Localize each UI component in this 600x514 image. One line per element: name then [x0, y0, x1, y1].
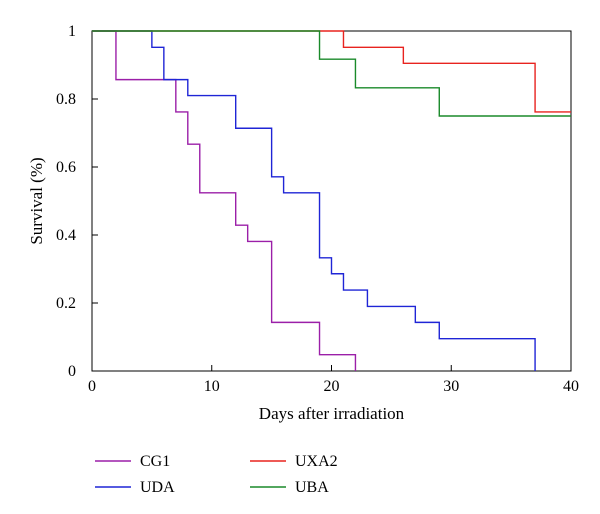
legend-item-uba: UBA — [250, 479, 329, 496]
x-tick-label-4: 40 — [563, 378, 579, 395]
series-line-uxa2 — [92, 30, 571, 113]
y-tick-label-5: 1 — [68, 23, 76, 40]
legend-item-uxa2: UXA2 — [250, 453, 338, 470]
legend-label-uxa2: UXA2 — [295, 453, 338, 470]
x-tick-label-1: 10 — [204, 378, 220, 395]
y-tick-label-0: 0 — [68, 363, 76, 380]
legend-item-uda: UDA — [95, 479, 175, 496]
y-tick-label-4: 0.8 — [56, 91, 76, 108]
series-lines — [92, 30, 571, 371]
series-line-uda — [92, 30, 536, 371]
legend-label-uba: UBA — [295, 479, 329, 496]
y-axis-title: Survival (%) — [27, 157, 46, 244]
axes — [91, 30, 572, 372]
x-tick-label-2: 20 — [324, 378, 340, 395]
plot-frame — [91, 30, 572, 372]
series-line-cg1 — [92, 30, 357, 371]
y-tick-label-2: 0.4 — [56, 227, 76, 244]
legend-item-cg1: CG1 — [95, 453, 170, 470]
x-tick-label-0: 0 — [88, 378, 96, 395]
y-tick-label-1: 0.2 — [56, 295, 76, 312]
tick-labels: 0 10 20 30 40 0 0.2 0.4 0.6 0.8 1 — [56, 23, 579, 395]
legend-label-uda: UDA — [140, 479, 175, 496]
x-axis-title: Days after irradiation — [259, 404, 405, 423]
y-tick-label-3: 0.6 — [56, 159, 76, 176]
legend: CG1 UDA UXA2 UBA — [95, 453, 338, 496]
x-tick-label-3: 30 — [443, 378, 459, 395]
legend-label-cg1: CG1 — [140, 453, 170, 470]
series-line-uba — [92, 30, 571, 117]
